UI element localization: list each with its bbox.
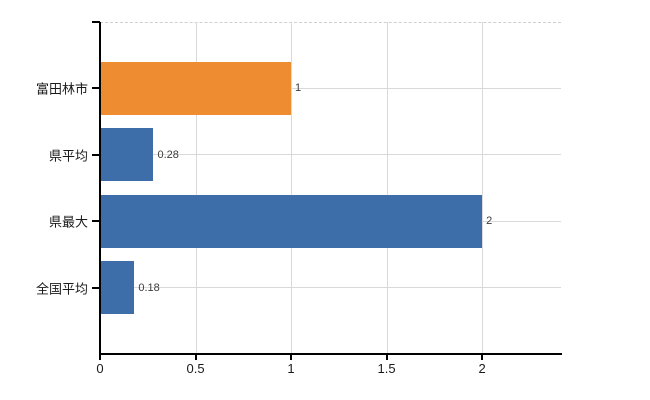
bar (100, 61, 292, 115)
h-gridline (100, 87, 561, 89)
bar (100, 261, 135, 315)
y-axis-tick (92, 153, 100, 156)
x-axis-tick (385, 354, 388, 360)
bar-value-label: 2 (486, 215, 493, 228)
v-gridline (386, 22, 388, 354)
x-tick-label: 1.5 (377, 361, 396, 376)
bar (100, 194, 483, 248)
category-label: 県平均 (48, 148, 88, 164)
x-tick-label: 0 (96, 361, 104, 376)
category-label: 全国平均 (35, 281, 88, 297)
h-gridline (100, 154, 561, 156)
h-gridline (100, 287, 561, 289)
bar-value-label: 0.28 (157, 148, 179, 161)
v-gridline (482, 22, 484, 354)
category-label: 富田林市 (35, 81, 88, 97)
x-tick-label: 1 (287, 361, 295, 376)
x-axis-tick (290, 354, 293, 360)
plot-top-border (100, 22, 561, 23)
bar-value-label: 1 (295, 82, 302, 95)
plot-area: 1 0.28 2 0.18 富田林市県平均県最大全国平均 0 0.5 1 1.5 2 (36, 21, 562, 376)
y-axis-tick (92, 220, 100, 223)
y-axis-tick (92, 87, 100, 90)
y-axis-line (99, 22, 101, 356)
x-axis-tick (481, 354, 484, 360)
bar (100, 128, 154, 182)
x-axis-tick (99, 354, 101, 360)
v-gridline (291, 22, 293, 354)
y-axis-tick (92, 286, 100, 289)
category-label: 県最大 (48, 214, 88, 230)
x-tick-label: 0.5 (186, 361, 205, 376)
v-gridline (195, 22, 197, 354)
y-axis-tick (92, 21, 100, 23)
bar-value-label: 0.18 (138, 281, 160, 294)
x-axis-line (99, 353, 562, 355)
x-tick-label: 2 (478, 361, 486, 376)
x-axis-tick (194, 354, 197, 360)
